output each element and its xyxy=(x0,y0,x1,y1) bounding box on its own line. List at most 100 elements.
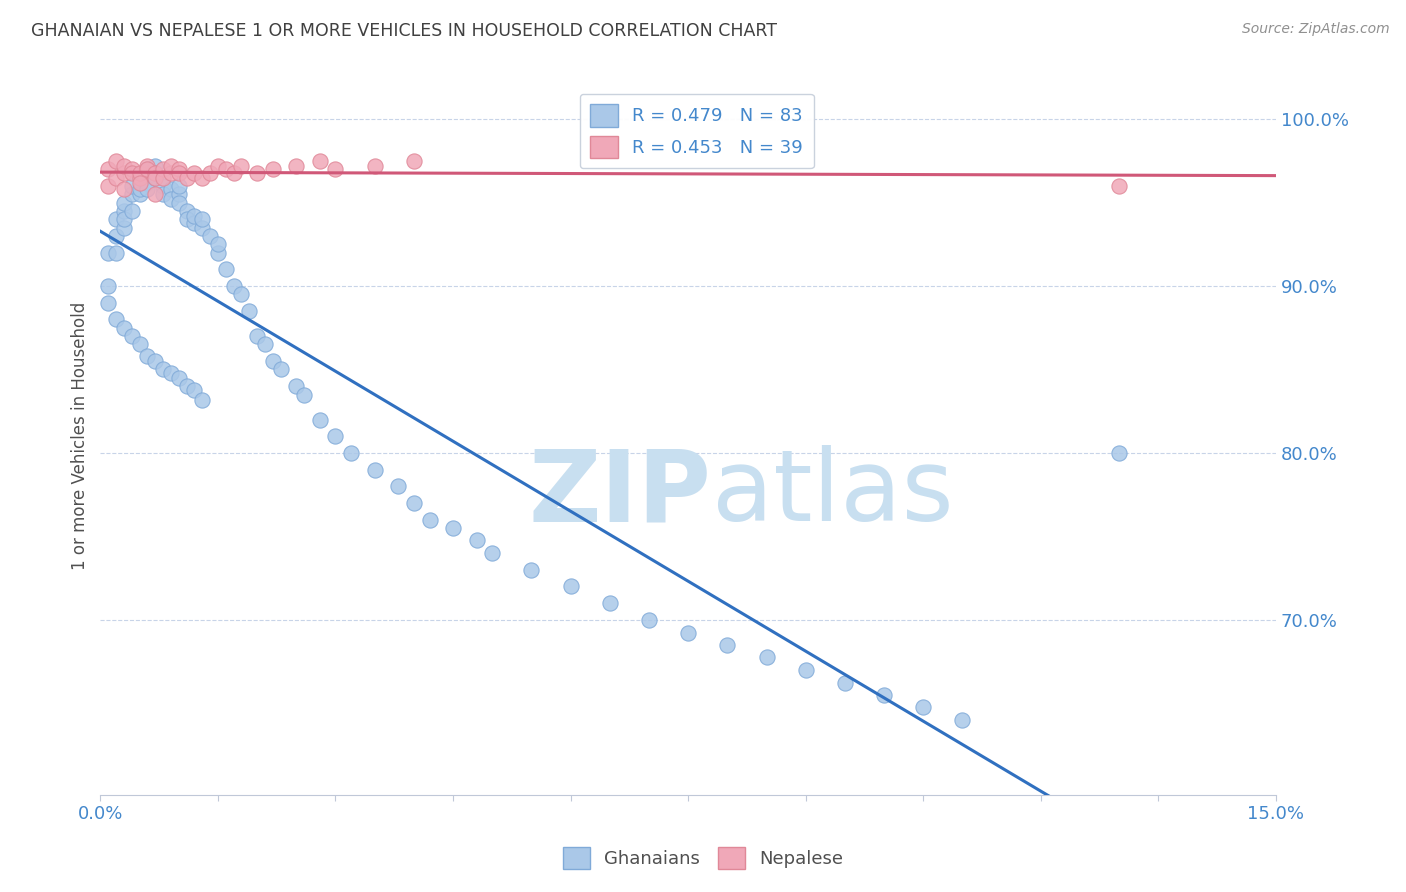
Point xyxy=(465,533,488,547)
Point xyxy=(105,229,128,244)
Point xyxy=(152,362,174,376)
Point xyxy=(105,170,128,185)
Point xyxy=(176,212,198,227)
Point xyxy=(183,383,205,397)
Point xyxy=(716,638,738,652)
Point xyxy=(112,220,135,235)
Point xyxy=(128,170,150,185)
Point xyxy=(794,663,817,677)
Point xyxy=(222,165,245,179)
Point xyxy=(1108,178,1130,193)
Point xyxy=(325,162,347,177)
Point xyxy=(167,187,190,202)
Point xyxy=(112,159,135,173)
Point xyxy=(363,462,385,476)
Point xyxy=(441,521,464,535)
Point xyxy=(363,159,385,173)
Point xyxy=(418,513,440,527)
Y-axis label: 1 or more Vehicles in Household: 1 or more Vehicles in Household xyxy=(72,302,89,570)
Point xyxy=(128,170,150,185)
Point xyxy=(105,245,128,260)
Point xyxy=(246,165,269,179)
Point xyxy=(207,245,229,260)
Point xyxy=(198,229,221,244)
Point xyxy=(183,216,205,230)
Point xyxy=(308,153,330,168)
Point xyxy=(167,162,190,177)
Point xyxy=(270,362,292,376)
Point xyxy=(755,649,778,664)
Point xyxy=(121,187,143,202)
Point xyxy=(325,429,347,443)
Point xyxy=(121,203,143,218)
Point xyxy=(215,262,238,277)
Point xyxy=(143,159,166,173)
Point xyxy=(207,159,229,173)
Point xyxy=(105,212,128,227)
Point xyxy=(176,170,198,185)
Point xyxy=(160,159,183,173)
Point xyxy=(160,366,183,380)
Point xyxy=(285,379,308,393)
Point xyxy=(136,162,159,177)
Point xyxy=(143,170,166,185)
Point xyxy=(152,162,174,177)
Point xyxy=(191,170,214,185)
Point xyxy=(143,170,166,185)
Point xyxy=(136,176,159,190)
Point xyxy=(112,320,135,334)
Point xyxy=(912,699,935,714)
Point xyxy=(112,212,135,227)
Point xyxy=(97,279,120,293)
Point xyxy=(167,165,190,179)
Point xyxy=(285,159,308,173)
Point xyxy=(834,676,856,690)
Point xyxy=(105,153,128,168)
Point xyxy=(152,187,174,202)
Point xyxy=(128,176,150,190)
Point xyxy=(143,354,166,368)
Point xyxy=(167,178,190,193)
Point xyxy=(152,178,174,193)
Point xyxy=(191,392,214,407)
Point xyxy=(183,165,205,179)
Point xyxy=(128,165,150,179)
Point xyxy=(231,287,253,301)
Point xyxy=(215,162,238,177)
Point xyxy=(560,579,582,593)
Point xyxy=(262,354,284,368)
Point xyxy=(121,178,143,193)
Point xyxy=(1108,446,1130,460)
Point xyxy=(97,245,120,260)
Point xyxy=(873,688,896,702)
Point xyxy=(136,159,159,173)
Point xyxy=(160,182,183,196)
Point xyxy=(191,212,214,227)
Point xyxy=(112,165,135,179)
Point xyxy=(402,496,425,510)
Point xyxy=(246,329,269,343)
Point xyxy=(238,304,260,318)
Point xyxy=(952,713,974,727)
Point xyxy=(191,220,214,235)
Point xyxy=(112,195,135,210)
Point xyxy=(207,237,229,252)
Legend: Ghanaians, Nepalese: Ghanaians, Nepalese xyxy=(555,839,851,876)
Point xyxy=(160,165,183,179)
Point xyxy=(97,162,120,177)
Point xyxy=(143,165,166,179)
Point xyxy=(121,165,143,179)
Text: Source: ZipAtlas.com: Source: ZipAtlas.com xyxy=(1241,22,1389,37)
Point xyxy=(143,165,166,179)
Point xyxy=(198,165,221,179)
Point xyxy=(253,337,276,351)
Point xyxy=(136,162,159,177)
Point xyxy=(160,192,183,206)
Point xyxy=(676,626,699,640)
Point xyxy=(128,187,150,202)
Point xyxy=(176,203,198,218)
Point xyxy=(599,596,621,610)
Point xyxy=(143,187,166,202)
Point xyxy=(136,349,159,363)
Point xyxy=(152,170,174,185)
